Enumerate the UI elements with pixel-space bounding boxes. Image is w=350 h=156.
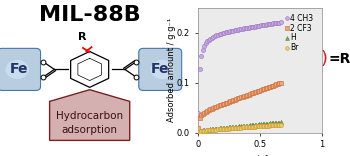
Text: ): ) <box>320 50 327 68</box>
Br <box>279 124 283 126</box>
Text: R: R <box>78 32 86 42</box>
H <box>211 128 216 130</box>
H <box>279 122 283 123</box>
H <box>270 122 274 124</box>
2 CF3 <box>277 82 281 84</box>
FancyBboxPatch shape <box>139 48 182 90</box>
2 CF3 <box>227 101 231 103</box>
H <box>205 129 209 131</box>
X-axis label: p/p°: p/p° <box>251 155 269 156</box>
Line: 2 CF3: 2 CF3 <box>196 81 283 130</box>
Text: Fe: Fe <box>151 62 169 76</box>
4 CH3 <box>277 22 281 23</box>
H <box>196 131 200 133</box>
Circle shape <box>150 60 174 79</box>
2 CF3 <box>196 127 200 129</box>
2 CF3 <box>279 82 283 84</box>
FancyBboxPatch shape <box>0 48 41 90</box>
H <box>227 127 231 128</box>
Polygon shape <box>50 90 130 140</box>
2 CF3 <box>216 105 220 107</box>
Text: adsorption: adsorption <box>62 125 118 135</box>
4 CH3 <box>279 21 283 23</box>
Text: Fe: Fe <box>10 62 28 76</box>
Br <box>216 129 220 130</box>
4 CH3 <box>211 36 216 38</box>
Text: Hydrocarbon: Hydrocarbon <box>56 111 123 121</box>
Line: Br: Br <box>196 123 283 134</box>
H <box>216 128 220 129</box>
Br <box>270 124 274 126</box>
4 CH3 <box>227 31 231 33</box>
Circle shape <box>5 60 29 79</box>
Line: 4 CH3: 4 CH3 <box>196 20 283 115</box>
4 CH3 <box>270 23 274 25</box>
Line: H: H <box>196 120 283 134</box>
Br <box>227 128 231 129</box>
Text: =R: =R <box>329 52 350 66</box>
Y-axis label: Adsorbed amount / g·g⁻¹: Adsorbed amount / g·g⁻¹ <box>167 18 176 122</box>
Legend: 4 CH3, 2 CF3, H, Br: 4 CH3, 2 CF3, H, Br <box>283 12 316 54</box>
4 CH3 <box>216 34 220 36</box>
Br <box>205 129 209 131</box>
4 CH3 <box>196 112 200 114</box>
4 CH3 <box>205 40 209 42</box>
Br <box>211 129 216 131</box>
2 CF3 <box>205 110 209 112</box>
Text: MIL-88B: MIL-88B <box>39 5 141 25</box>
2 CF3 <box>211 107 216 109</box>
2 CF3 <box>270 85 274 87</box>
Br <box>196 132 200 133</box>
H <box>277 122 281 124</box>
Br <box>277 124 281 126</box>
